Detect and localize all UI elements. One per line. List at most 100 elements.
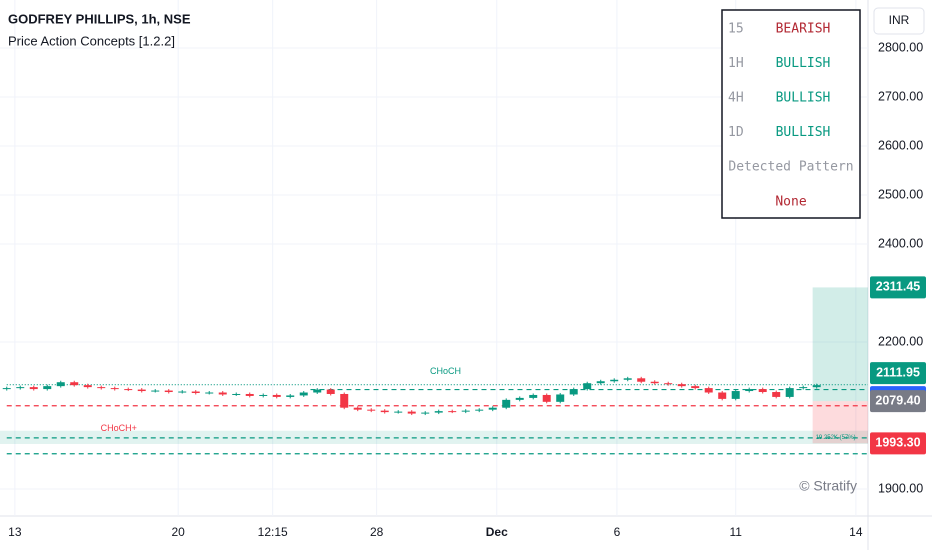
candle-body <box>569 389 578 395</box>
panel-label: Detected Pattern <box>728 160 853 175</box>
x-tick-label: 13 <box>8 525 22 539</box>
price-label: 2311.45 <box>876 280 921 294</box>
candle-body <box>515 397 524 400</box>
candle-body <box>29 387 38 390</box>
candle-body <box>623 378 632 380</box>
candle-body <box>43 386 52 390</box>
y-tick-label: 2700.00 <box>878 89 923 103</box>
panel-label: 1H <box>728 56 744 71</box>
candle-body <box>259 394 268 396</box>
y-tick-label: 2800.00 <box>878 40 923 54</box>
candle-body <box>434 411 443 413</box>
plot <box>0 0 868 516</box>
y-tick-label: 2200.00 <box>878 334 923 348</box>
target-area <box>812 287 868 402</box>
candle-body <box>731 391 740 399</box>
candle-body <box>340 393 349 408</box>
candle-body <box>367 409 376 411</box>
candle-body <box>812 385 821 388</box>
annotation: CHoCH+ <box>101 423 137 433</box>
y-tick-label: 1900.00 <box>878 481 923 495</box>
candle-body <box>758 389 767 393</box>
price-label: 2111.95 <box>876 365 920 379</box>
symbol-title: GODFREY PHILLIPS, 1h, NSE <box>8 11 191 26</box>
panel-value: None <box>775 195 806 210</box>
candle-body <box>407 411 416 414</box>
candle-body <box>272 394 281 397</box>
candle-body <box>70 382 79 386</box>
candle-body <box>178 391 187 393</box>
candle-body <box>16 387 25 389</box>
candle-body <box>286 395 295 397</box>
candle-body <box>488 407 497 410</box>
candle-body <box>124 389 133 391</box>
candle-body <box>691 386 700 389</box>
candle-body <box>299 392 308 396</box>
candle-body <box>97 387 106 389</box>
price-label: 1993.30 <box>875 436 920 450</box>
panel-value: BULLISH <box>776 91 831 106</box>
candle-body <box>637 378 646 382</box>
candle-body <box>799 387 808 389</box>
panel-label: 15 <box>728 22 744 37</box>
y-tick-label: 2600.00 <box>878 138 923 152</box>
candle-body <box>421 412 430 414</box>
candle-body <box>583 383 592 390</box>
candle-body <box>542 394 551 402</box>
candle-body <box>205 392 214 394</box>
candle-body <box>650 381 659 384</box>
currency-button[interactable] <box>873 7 925 35</box>
candle-body <box>448 411 457 413</box>
candle-body <box>313 389 322 393</box>
candle-body <box>475 409 484 411</box>
panel-label: 4H <box>728 91 744 106</box>
candle-body <box>151 390 160 392</box>
stop-area <box>812 401 868 444</box>
x-tick-label: 11 <box>729 525 742 539</box>
annotation: CHoCH <box>430 366 461 376</box>
panel-box <box>721 9 861 219</box>
candle-body <box>380 410 389 413</box>
price-label-box <box>870 276 926 299</box>
candle-body <box>745 389 754 392</box>
price-label-box <box>870 390 926 413</box>
annotation: 19.252K (57%) <box>816 435 856 441</box>
panel-value: BULLISH <box>776 56 831 71</box>
x-tick-label: Dec <box>486 525 508 539</box>
candle-body <box>394 411 403 413</box>
price-label-box <box>870 432 926 455</box>
candle-body <box>2 388 11 390</box>
panel-label: 1D <box>728 125 744 140</box>
candle-body <box>191 391 200 394</box>
y-tick-label: 2400.00 <box>878 236 923 250</box>
candle-body <box>245 393 254 396</box>
candle-body <box>704 388 713 393</box>
candle-body <box>461 410 470 412</box>
currency[interactable]: INR <box>889 13 910 27</box>
price-label-box <box>870 362 926 385</box>
candle-body <box>718 392 727 399</box>
indicator-title: Price Action Concepts [1.2.2] <box>8 33 175 48</box>
candle-body <box>164 390 173 393</box>
y-tick-label: 2500.00 <box>878 187 923 201</box>
panel-value: BULLISH <box>776 125 831 140</box>
candle-body <box>502 399 511 408</box>
price-label: 2079.40 <box>875 393 920 407</box>
candle-body <box>772 392 781 397</box>
candle-body <box>596 381 605 384</box>
candle-body <box>137 389 146 392</box>
x-tick-label: 14 <box>849 525 863 539</box>
candle-body <box>556 394 565 402</box>
candle-body <box>56 382 65 387</box>
x-tick-label: 28 <box>370 525 384 539</box>
candle-body <box>232 393 241 395</box>
status-panel: 15 BEARISH 1H BULLISH 4H BULLISH 1D BULLISH Dete… <box>721 9 861 219</box>
candle-body <box>529 394 538 398</box>
candle-body <box>677 384 686 387</box>
candle-body <box>610 379 619 382</box>
candle-body <box>326 389 335 394</box>
candle-body <box>110 388 119 390</box>
x-tick-label: 20 <box>172 525 186 539</box>
watermark: © Stratify <box>799 478 857 494</box>
